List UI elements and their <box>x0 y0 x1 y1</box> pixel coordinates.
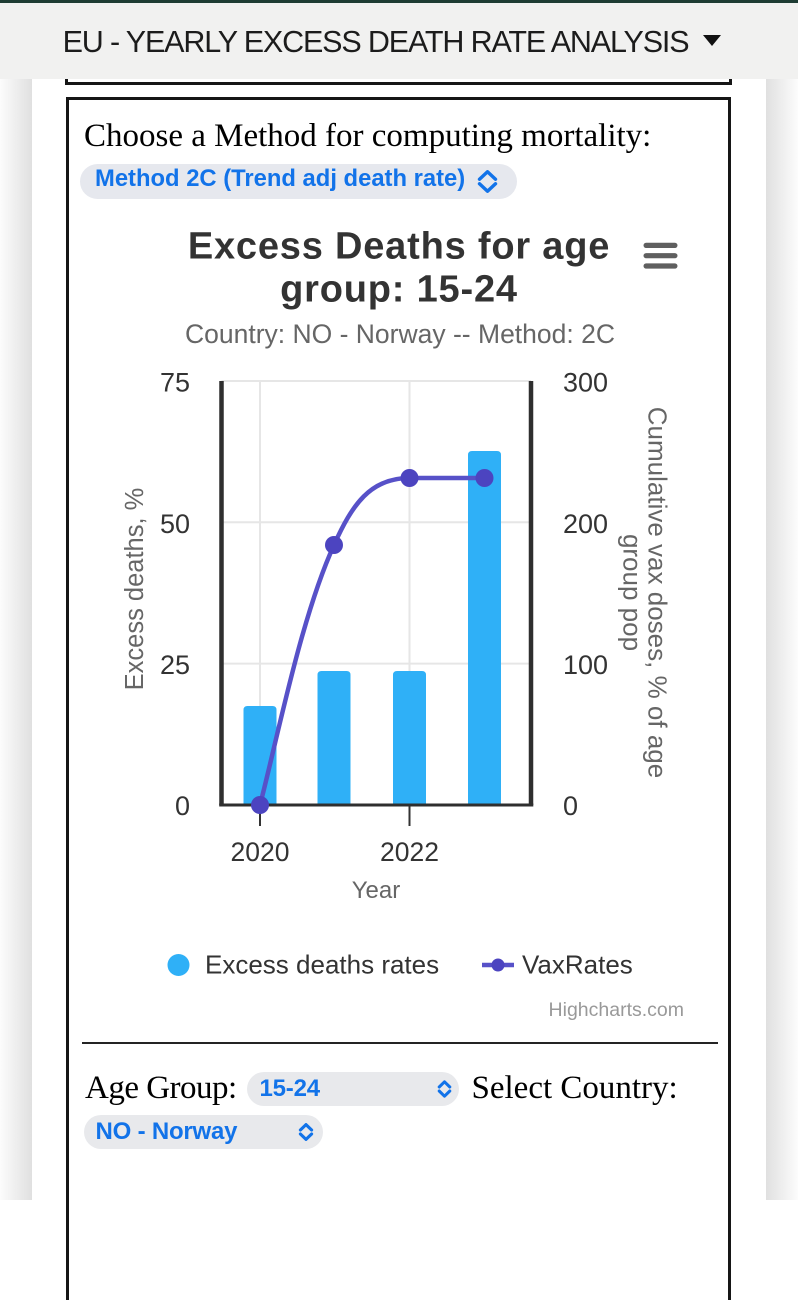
svg-text:2020: 2020 <box>231 837 290 867</box>
svg-text:VaxRates: VaxRates <box>522 950 633 980</box>
svg-text:75: 75 <box>160 368 190 398</box>
svg-text:200: 200 <box>563 509 608 539</box>
svg-text:Country: NO - Norway -- Method: Country: NO - Norway -- Method: 2C <box>185 319 615 349</box>
svg-text:Highcharts.com: Highcharts.com <box>549 999 684 1021</box>
svg-text:group pop: group pop <box>618 534 648 651</box>
svg-text:Excess Deaths for age: Excess Deaths for age <box>188 226 610 268</box>
svg-text:300: 300 <box>563 368 608 398</box>
svg-text:Excess deaths, %: Excess deaths, % <box>121 488 149 691</box>
svg-text:0: 0 <box>175 791 190 821</box>
svg-text:group: 15-24: group: 15-24 <box>280 269 518 311</box>
svg-text:2022: 2022 <box>380 837 439 867</box>
svg-text:Excess deaths rates: Excess deaths rates <box>205 950 439 980</box>
svg-text:Cumulative vax doses, % of age: Cumulative vax doses, % of age <box>643 407 673 778</box>
svg-text:50: 50 <box>160 509 190 539</box>
svg-text:0: 0 <box>563 791 578 821</box>
svg-text:Year: Year <box>352 877 401 904</box>
svg-text:100: 100 <box>563 650 608 680</box>
svg-text:25: 25 <box>160 650 190 680</box>
